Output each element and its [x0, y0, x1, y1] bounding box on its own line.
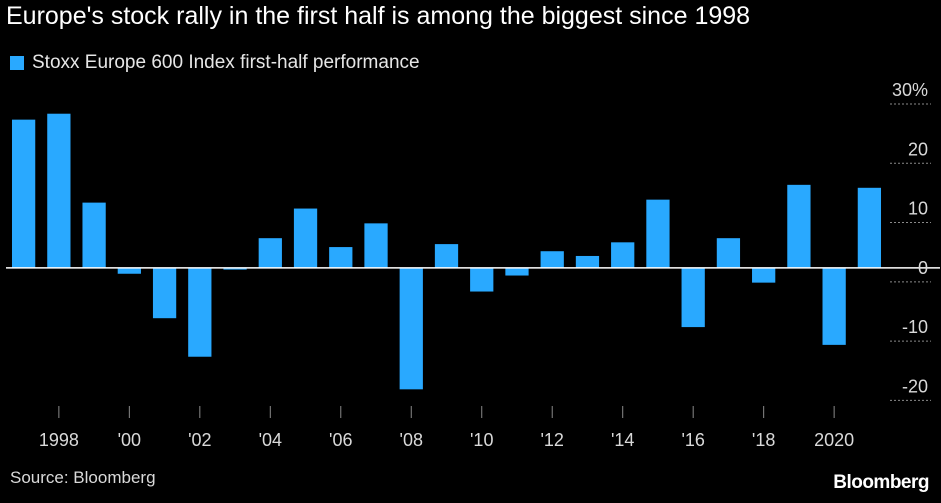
bar-2012 [540, 251, 564, 268]
bar-2015 [646, 199, 670, 268]
x-tick-label: '16 [681, 430, 704, 450]
bar-2018 [752, 267, 776, 283]
bar-1999 [82, 202, 106, 268]
bar-2017 [716, 238, 741, 268]
y-tick-label: 30% [892, 80, 928, 100]
y-tick-label: -20 [902, 376, 928, 396]
x-tick-label: '06 [329, 430, 352, 450]
bar-2007 [364, 223, 388, 268]
x-tick-label: 1998 [39, 430, 79, 450]
bar-2019 [787, 184, 811, 268]
bar-2011 [505, 267, 529, 276]
bar-2021 [857, 187, 882, 268]
x-tick-label: '04 [259, 430, 282, 450]
bloomberg-logo: Bloomberg [833, 472, 929, 493]
bar-2013 [575, 255, 600, 268]
bar-2002 [188, 267, 212, 357]
bar-2006 [329, 247, 353, 268]
bar-2000 [117, 267, 141, 274]
x-tick-label: '08 [400, 430, 423, 450]
y-tick-label: -10 [902, 317, 928, 337]
source-note: Source: Bloomberg [10, 468, 156, 487]
bar-2014 [611, 242, 635, 268]
x-tick-label: '18 [752, 430, 775, 450]
legend-swatch [10, 56, 24, 70]
legend: Stoxx Europe 600 Index first-half perfor… [10, 52, 420, 74]
bar-2010 [470, 267, 494, 292]
x-tick-label: '14 [611, 430, 634, 450]
bar-2005 [293, 208, 318, 268]
bar-2009 [434, 244, 459, 268]
legend-label: Stoxx Europe 600 Index first-half perfor… [32, 52, 420, 73]
y-tick-label: 10 [908, 199, 928, 219]
x-tick-label: '02 [188, 430, 211, 450]
bar-2008 [399, 267, 423, 390]
x-tick-label: '00 [118, 430, 141, 450]
bar-2016 [681, 267, 705, 328]
y-tick-label: 20 [908, 139, 928, 159]
bar-1997 [11, 119, 36, 268]
x-tick-label: 2020 [814, 430, 854, 450]
bar-2004 [258, 238, 282, 268]
bar-1998 [47, 113, 71, 268]
chart-title: Europe's stock rally in the first half i… [6, 2, 751, 30]
x-tick-label: '10 [470, 430, 493, 450]
bar-2001 [152, 267, 177, 319]
bar-2020 [822, 267, 846, 345]
x-tick-label: '12 [540, 430, 563, 450]
bar-2003 [223, 267, 247, 270]
y-tick-label: 0 [918, 258, 928, 278]
